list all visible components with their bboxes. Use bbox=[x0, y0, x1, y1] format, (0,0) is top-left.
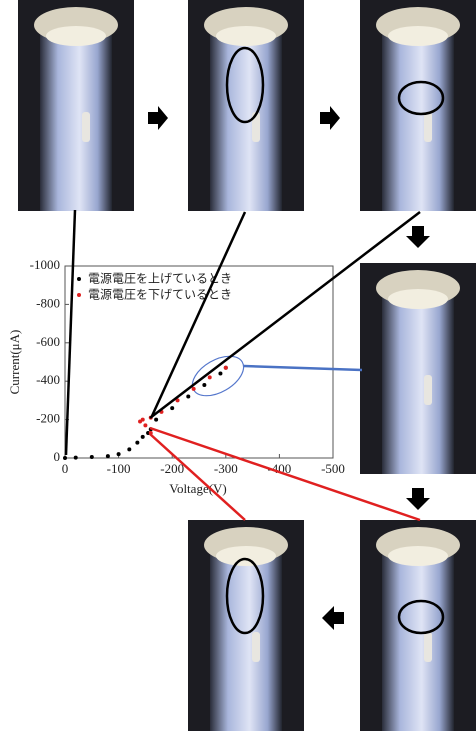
y-tick-label: -1000 bbox=[30, 257, 60, 272]
x-tick-label: -500 bbox=[321, 461, 345, 476]
photo bbox=[188, 0, 304, 211]
point bbox=[127, 447, 131, 451]
photo bbox=[360, 263, 476, 474]
connector bbox=[150, 434, 245, 520]
connector bbox=[66, 210, 75, 455]
photo bbox=[188, 520, 304, 731]
flow-arrow bbox=[406, 226, 430, 248]
point bbox=[106, 454, 110, 458]
flow-arrow bbox=[320, 106, 340, 130]
flow-arrow bbox=[148, 106, 168, 130]
x-tick-label: -300 bbox=[214, 461, 238, 476]
y-tick-label: -400 bbox=[36, 372, 60, 387]
y-tick-label: -800 bbox=[36, 295, 60, 310]
y-tick-label: -600 bbox=[36, 334, 60, 349]
flow-arrow bbox=[406, 488, 430, 510]
y-axis-label: Current(μA) bbox=[7, 330, 22, 395]
x-tick-label: -100 bbox=[107, 461, 131, 476]
y-tick-label: -200 bbox=[36, 411, 60, 426]
flow-arrow bbox=[322, 606, 344, 630]
point bbox=[186, 395, 190, 399]
point bbox=[208, 375, 212, 379]
point bbox=[138, 420, 142, 424]
point bbox=[63, 456, 67, 460]
point bbox=[117, 452, 121, 456]
figure: Voltage(V) Current(μA) 0 -100 -200 -300 -400… bbox=[0, 0, 476, 731]
point bbox=[192, 387, 196, 391]
point bbox=[170, 406, 174, 410]
x-axis-label: Voltage(V) bbox=[169, 481, 227, 496]
legend-label: 電源電圧を上げているとき bbox=[88, 272, 232, 286]
point bbox=[202, 383, 206, 387]
x-tick-label: 0 bbox=[62, 461, 69, 476]
point bbox=[135, 441, 139, 445]
photo bbox=[18, 0, 134, 211]
cluster-highlight bbox=[186, 348, 250, 404]
point bbox=[90, 455, 94, 459]
point bbox=[154, 418, 158, 422]
connector bbox=[152, 212, 245, 416]
legend-marker bbox=[77, 277, 81, 281]
point bbox=[143, 423, 147, 427]
y-tick-label: 0 bbox=[54, 449, 61, 464]
plot: Voltage(V) Current(μA) 0 -100 -200 -300 -400… bbox=[7, 257, 345, 496]
photo bbox=[360, 0, 476, 211]
point bbox=[224, 366, 228, 370]
point bbox=[74, 456, 78, 460]
connector bbox=[244, 366, 362, 370]
point bbox=[218, 372, 222, 376]
point bbox=[141, 435, 145, 439]
legend-marker bbox=[77, 293, 81, 297]
photo bbox=[360, 520, 476, 731]
